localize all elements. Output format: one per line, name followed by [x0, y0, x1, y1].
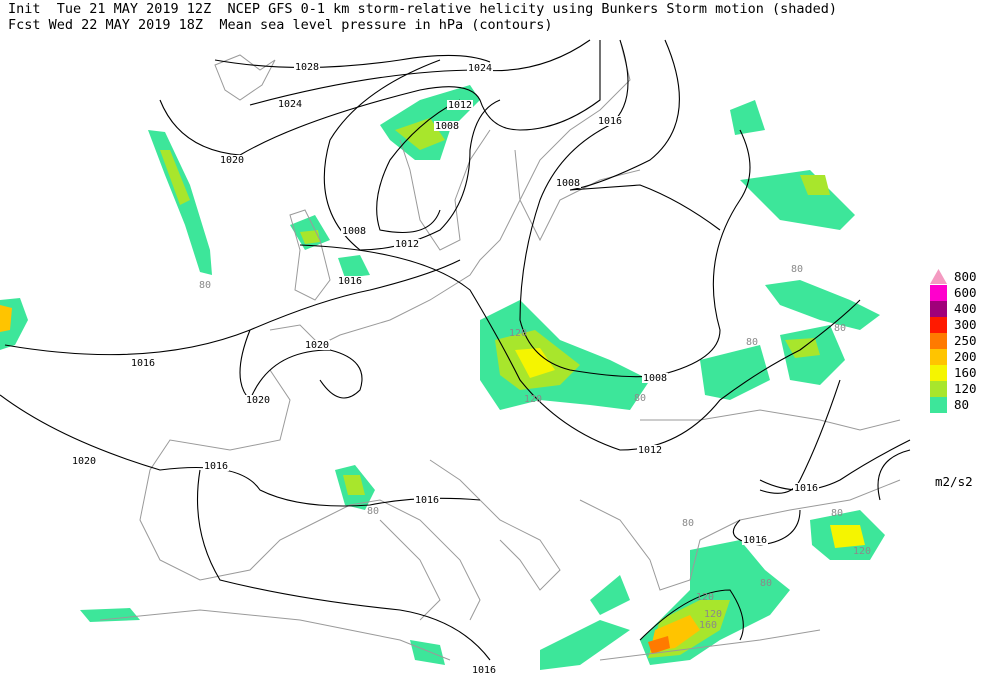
- label-bg: [294, 62, 320, 72]
- contour-label: 1016: [472, 665, 496, 676]
- label-bg: [555, 178, 581, 188]
- shade-label: 160: [699, 620, 717, 631]
- contour-label: 1020: [246, 395, 270, 406]
- header-line: Fcst Wed 22 MAY 2019 18Z Mean sea level …: [8, 17, 553, 33]
- legend-label: 200: [954, 349, 977, 364]
- shade-label: 80: [760, 578, 772, 589]
- legend-swatch: [930, 317, 947, 333]
- contour-label: 1020: [305, 340, 329, 351]
- label-bg: [467, 63, 493, 73]
- label-bg: [130, 358, 156, 368]
- label-bg: [447, 100, 473, 110]
- contour-label: 1008: [556, 178, 580, 189]
- legend-label: 400: [954, 301, 977, 316]
- label-bg: [394, 239, 420, 249]
- shade-label: 120: [509, 328, 527, 339]
- legend-swatch: [930, 365, 947, 381]
- legend-label: 600: [954, 285, 977, 300]
- contour-label: 1016: [338, 276, 362, 287]
- contour-label: 1020: [220, 155, 244, 166]
- label-bg: [471, 665, 497, 675]
- contour-label: 1024: [278, 99, 302, 110]
- legend-label: 80: [954, 397, 969, 412]
- contour-label: 1016: [204, 461, 228, 472]
- legend-label: 250: [954, 333, 977, 348]
- legend-swatch: [930, 333, 947, 349]
- shade-label: 120: [853, 546, 871, 557]
- label-bg: [414, 495, 440, 505]
- contour-label: 1008: [435, 121, 459, 132]
- label-bg: [245, 395, 271, 405]
- shade-label: 80: [634, 393, 646, 404]
- contour-label: 1012: [395, 239, 419, 250]
- contour-label: 1016: [131, 358, 155, 369]
- shade-label: 80: [834, 323, 846, 334]
- shade-label: 80: [367, 506, 379, 517]
- label-bg: [341, 226, 367, 236]
- label-bg: [304, 340, 330, 350]
- contour-label: 1012: [638, 445, 662, 456]
- isobars: [0, 39, 911, 661]
- contour-label: 1008: [342, 226, 366, 237]
- label-bg: [637, 445, 663, 455]
- contour-label: 1016: [794, 483, 818, 494]
- legend: m2/s2: [935, 474, 973, 489]
- contour-label: 1020: [72, 456, 96, 467]
- shade-label: 120: [524, 394, 542, 405]
- label-bg: [219, 155, 245, 165]
- legend-label: 300: [954, 317, 977, 332]
- label-bg: [642, 373, 668, 383]
- label-bg: [71, 456, 97, 466]
- contour-label: 1016: [598, 116, 622, 127]
- shade-label: 80: [682, 518, 694, 529]
- contour-label: 1028: [295, 62, 319, 73]
- label-bg: [597, 116, 623, 126]
- contour-label: 1016: [743, 535, 767, 546]
- legend-swatch: [930, 269, 947, 284]
- contour-label: 1012: [448, 100, 472, 111]
- shade-label: 120: [704, 609, 722, 620]
- contour-label: 1024: [468, 63, 492, 74]
- legend-swatch: [930, 397, 947, 413]
- legend-swatch: [930, 381, 947, 397]
- legend-swatch: [930, 285, 947, 301]
- header-line: Init Tue 21 MAY 2019 12Z NCEP GFS 0-1 km…: [8, 1, 837, 17]
- label-bg: [793, 483, 819, 493]
- label-bg: [203, 461, 229, 471]
- label-bg: [337, 276, 363, 286]
- legend-label: 800: [954, 269, 977, 284]
- legend-label: 120: [954, 381, 977, 396]
- legend-swatch: [930, 301, 947, 317]
- label-bg: [742, 535, 768, 545]
- shade-label: 80: [791, 264, 803, 275]
- shade-label: 80: [746, 337, 758, 348]
- legend-swatch: [930, 349, 947, 365]
- shade-label: 120: [696, 592, 714, 603]
- legend-label: 160: [954, 365, 977, 380]
- contour-label: 1016: [415, 495, 439, 506]
- contour-label: 1008: [643, 373, 667, 384]
- shade-label: 80: [831, 508, 843, 519]
- shade-label: 80: [199, 280, 211, 291]
- label-bg: [434, 121, 460, 131]
- legend-unit: m2/s2: [935, 474, 973, 489]
- label-bg: [277, 99, 303, 109]
